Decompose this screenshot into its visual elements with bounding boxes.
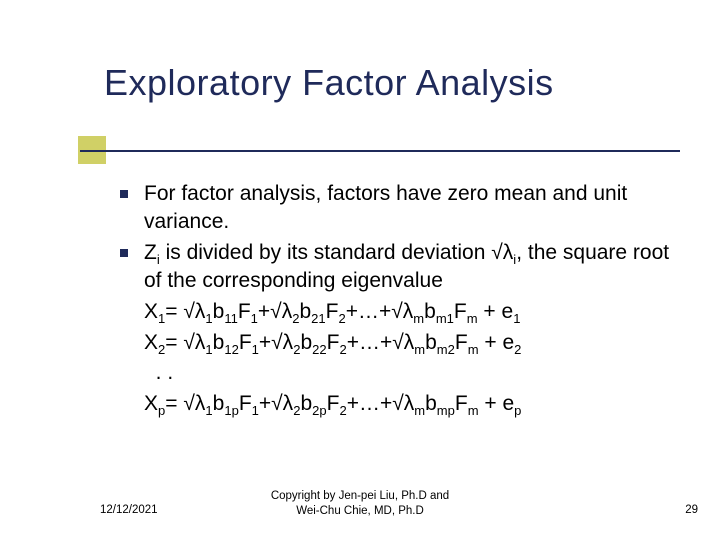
equations-block: X1= √λ1b11F1+√λ2b21F2+…+√λmbm1Fm + e1 X2… <box>144 297 680 419</box>
equation-line: Xp= √λ1b1pF1+√λ2b2pF2+…+√λmbmpFm + ep <box>144 389 680 419</box>
content-body: For factor analysis, factors have zero m… <box>120 180 680 419</box>
bullet-text: For factor analysis, factors have zero m… <box>144 180 680 237</box>
slide-title: Exploratory Factor Analysis <box>104 62 720 104</box>
title-region: Exploratory Factor Analysis <box>0 0 720 104</box>
equation-line: X1= √λ1b11F1+√λ2b21F2+…+√λmbm1Fm + e1 <box>144 297 680 327</box>
footer-page-number: 29 <box>685 504 698 516</box>
equation-line: X2= √λ1b12F1+√λ2b22F2+…+√λmbm2Fm + e2 <box>144 328 680 358</box>
bullet-item: Zi is divided by its standard deviation … <box>120 239 680 296</box>
equation-ellipsis: . . <box>144 358 680 388</box>
bullet-square-icon <box>120 190 128 198</box>
title-underline <box>80 150 680 152</box>
footer-copyright: Copyright by Jen-pei Liu, Ph.D andWei-Ch… <box>0 489 720 518</box>
bullet-square-icon <box>120 249 128 257</box>
bullet-item: For factor analysis, factors have zero m… <box>120 180 680 237</box>
bullet-text: Zi is divided by its standard deviation … <box>144 239 680 296</box>
slide: Exploratory Factor Analysis For factor a… <box>0 0 720 540</box>
